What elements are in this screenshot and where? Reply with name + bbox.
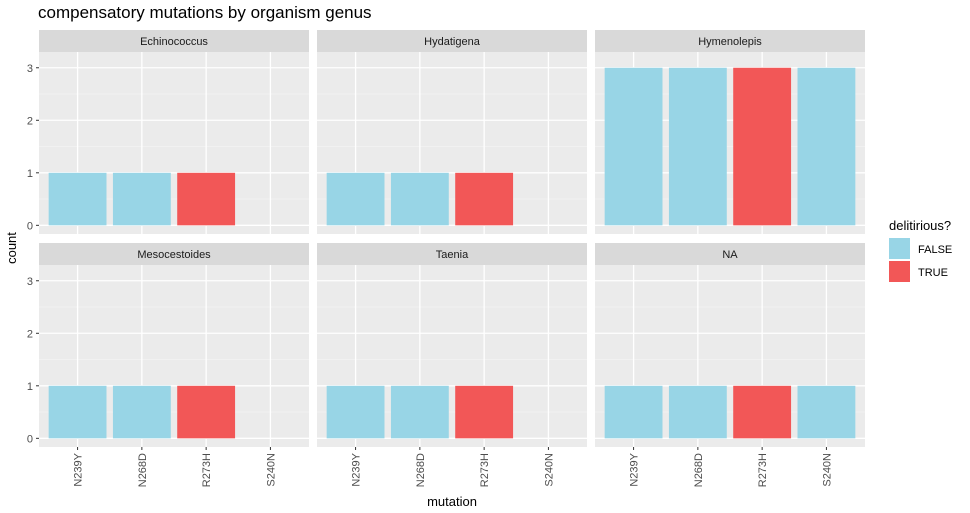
bar bbox=[668, 385, 727, 439]
facet-strip-label: Taenia bbox=[436, 249, 469, 261]
bar bbox=[604, 67, 663, 226]
facet-strip bbox=[595, 243, 865, 265]
facet-strip-label: Echinococcus bbox=[140, 36, 208, 48]
facet-strip bbox=[595, 30, 865, 52]
facet-panels: Echinococcus 0 1 2 3 Hydatigena Hymenolepis Mes… bbox=[27, 30, 865, 487]
legend-key bbox=[889, 238, 910, 259]
x-tick-label: N239Y bbox=[351, 452, 363, 486]
y-tick-label: 1 bbox=[27, 168, 33, 180]
facet-strip bbox=[317, 30, 587, 52]
bar bbox=[797, 385, 856, 439]
bar bbox=[604, 385, 663, 439]
facet-panel: Echinococcus 0 1 2 3 bbox=[27, 30, 309, 234]
bar bbox=[112, 172, 171, 226]
facet-strip-label: Mesocestoides bbox=[137, 249, 211, 261]
facet-strip bbox=[39, 243, 309, 265]
legend-title: delitirious? bbox=[889, 218, 951, 233]
legend-label: TRUE bbox=[918, 267, 948, 279]
x-tick-label: N268D bbox=[693, 453, 705, 487]
y-axis-label: count bbox=[4, 232, 19, 264]
bar bbox=[48, 385, 107, 439]
bar bbox=[326, 172, 385, 226]
bar bbox=[177, 385, 236, 439]
facet-strip-label: NA bbox=[722, 249, 738, 261]
y-tick-label: 0 bbox=[27, 433, 33, 445]
x-axis-label: mutation bbox=[427, 494, 477, 509]
facet-panel: NA N239Y N268D R273H S240N bbox=[595, 243, 865, 487]
legend-key bbox=[889, 261, 910, 282]
legend: delitirious? FALSE TRUE bbox=[889, 218, 952, 282]
y-tick-label: 3 bbox=[27, 276, 33, 288]
y-tick-label: 1 bbox=[27, 381, 33, 393]
bar bbox=[668, 67, 727, 226]
bar bbox=[455, 385, 514, 439]
y-tick-label: 2 bbox=[27, 328, 33, 340]
x-tick-label: R273H bbox=[479, 453, 491, 487]
x-tick-label: S240N bbox=[821, 453, 833, 487]
bar bbox=[48, 172, 107, 226]
facet-strip bbox=[317, 243, 587, 265]
y-tick-label: 3 bbox=[27, 63, 33, 75]
bar bbox=[326, 385, 385, 439]
x-tick-label: N239Y bbox=[629, 452, 641, 486]
y-tick-label: 0 bbox=[27, 220, 33, 232]
bar bbox=[455, 172, 514, 226]
bar bbox=[733, 385, 792, 439]
bar bbox=[797, 67, 856, 226]
x-tick-label: N268D bbox=[137, 453, 149, 487]
x-tick-label: S240N bbox=[543, 453, 555, 487]
bar bbox=[177, 172, 236, 226]
bar bbox=[112, 385, 171, 439]
chart-title: compensatory mutations by organism genus bbox=[38, 3, 372, 22]
facet-strip bbox=[39, 30, 309, 52]
x-tick-label: N268D bbox=[415, 453, 427, 487]
facet-panel: Mesocestoides 0 1 2 3 N239Y N268D R273H S240N bbox=[27, 243, 309, 487]
x-tick-label: R273H bbox=[201, 453, 213, 487]
x-tick-label: S240N bbox=[265, 453, 277, 487]
bar bbox=[390, 172, 449, 226]
facet-strip-label: Hydatigena bbox=[424, 36, 481, 48]
x-tick-label: R273H bbox=[757, 453, 769, 487]
facet-panel: Taenia N239Y N268D R273H S240N bbox=[317, 243, 587, 487]
legend-label: FALSE bbox=[918, 244, 952, 256]
bar bbox=[390, 385, 449, 439]
y-tick-label: 2 bbox=[27, 115, 33, 127]
x-tick-label: N239Y bbox=[73, 452, 85, 486]
facet-panel: Hydatigena bbox=[317, 30, 587, 234]
facet-strip-label: Hymenolepis bbox=[698, 36, 762, 48]
bar bbox=[733, 67, 792, 226]
facet-panel: Hymenolepis bbox=[595, 30, 865, 234]
